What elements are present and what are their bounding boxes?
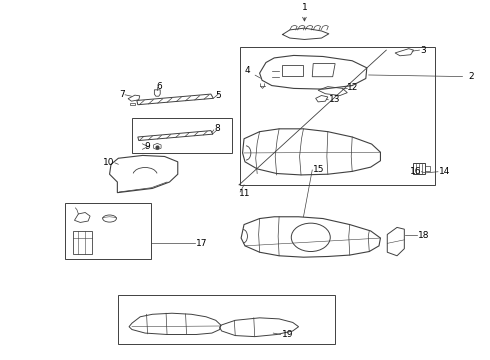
Text: 2: 2 (368, 72, 474, 81)
Bar (65, 203, 151, 259)
Text: 3: 3 (420, 46, 426, 55)
Text: 15: 15 (313, 165, 325, 174)
Text: 11: 11 (239, 189, 251, 198)
Text: 10: 10 (103, 158, 115, 167)
Text: 6: 6 (156, 82, 162, 91)
Text: 8: 8 (215, 124, 220, 133)
Bar (240, 46, 435, 185)
Text: 13: 13 (329, 95, 341, 104)
Text: 7: 7 (120, 90, 125, 99)
Bar (132, 118, 232, 153)
Bar (118, 295, 335, 345)
Text: 1: 1 (301, 3, 307, 21)
Text: 9: 9 (144, 142, 150, 151)
Text: 14: 14 (439, 167, 450, 176)
Text: 18: 18 (417, 231, 429, 240)
Text: 17: 17 (196, 239, 208, 248)
Text: 4: 4 (244, 66, 261, 78)
Text: 5: 5 (216, 91, 221, 100)
Text: 19: 19 (282, 330, 293, 339)
Text: 16: 16 (410, 167, 421, 176)
Text: 12: 12 (347, 83, 359, 92)
